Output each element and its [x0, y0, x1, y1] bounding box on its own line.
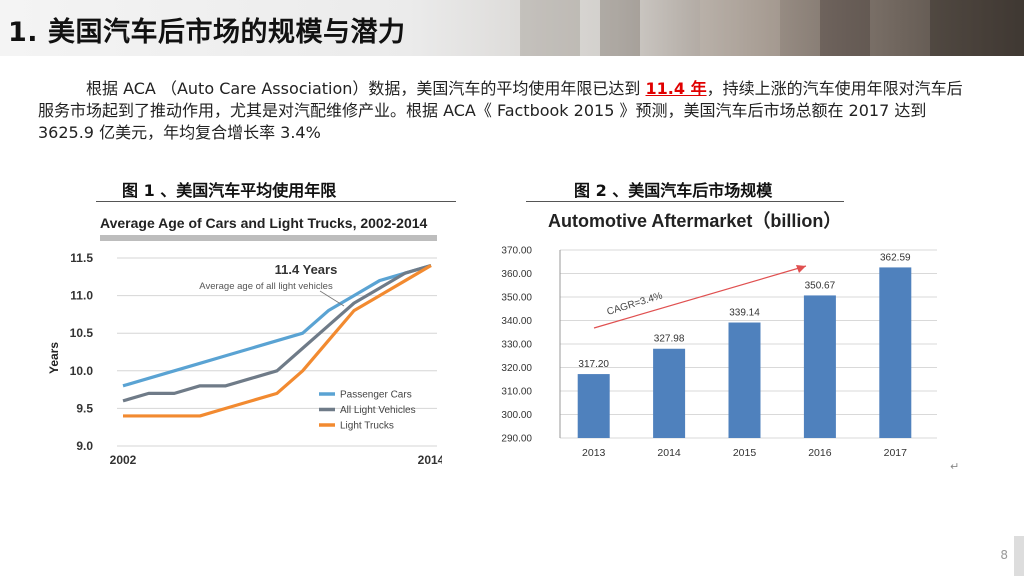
chart2-bar	[879, 267, 912, 438]
chart2-x-tick: 2015	[733, 447, 757, 459]
intro-paragraph: 根据 ACA （Auto Care Association）数据，美国汽车的平均…	[38, 78, 968, 144]
chart1-series-line	[122, 263, 432, 403]
figure-2-title: 图 2 、美国汽车后市场规模	[574, 181, 773, 200]
chart1-legend-label: All Light Vehicles	[340, 405, 416, 416]
chart1-y-tick: 11.0	[70, 289, 93, 303]
banner-decor	[600, 0, 640, 56]
chart2-y-tick: 340.00	[501, 316, 532, 327]
banner-decor	[930, 0, 1024, 56]
figure-1-rule	[96, 201, 456, 202]
chart2-bar	[577, 374, 610, 438]
paragraph-part2: ，持续上涨的汽车使用年限对汽车后服务市场起到了推动作用，尤其是对汽配维修产业。根…	[38, 79, 963, 142]
chart2-y-tick: 300.00	[501, 410, 532, 421]
chart2-bar	[803, 295, 836, 438]
chart1-series-line	[123, 264, 432, 418]
chart2-data-label: 350.67	[805, 280, 836, 291]
chart2-data-label: 339.14	[729, 308, 760, 319]
chart1-y-tick: 10.5	[70, 326, 94, 340]
paragraph-part1: 根据 ACA （Auto Care Association）数据，美国汽车的平均…	[86, 79, 646, 98]
chart1-y-tick: 10.0	[70, 364, 94, 378]
banner-decor	[700, 0, 780, 56]
chart1-legend-label: Passenger Cars	[340, 390, 412, 401]
cagr-arrow	[593, 265, 807, 329]
chart2-y-tick: 360.00	[501, 269, 532, 280]
chart1-x-tick: 2002	[110, 453, 137, 467]
annotation-leader-line	[319, 290, 345, 307]
return-mark: ↵	[950, 460, 960, 473]
chart1-series-line	[122, 263, 432, 388]
cagr-arrowhead	[796, 265, 806, 273]
header-banner: 1. 美国汽车后市场的规模与潜力	[0, 0, 1024, 56]
chart1-legend-label: Light Trucks	[340, 421, 394, 432]
chart1-title: Average Age of Cars and Light Trucks, 20…	[100, 215, 428, 231]
chart2-data-label: 362.59	[880, 252, 911, 263]
chart1-x-tick: 2014	[418, 453, 442, 467]
chart2-y-tick: 320.00	[501, 363, 532, 374]
chart1-annotation-title: 11.4 Years	[275, 262, 338, 277]
banner-decor	[520, 0, 580, 56]
page-title: 1. 美国汽车后市场的规模与潜力	[8, 17, 406, 48]
chart2-y-tick: 330.00	[501, 340, 532, 351]
corner-decor	[1014, 536, 1024, 576]
chart2-y-tick: 310.00	[501, 387, 532, 398]
banner-decor	[820, 0, 870, 56]
chart2-x-tick: 2013	[582, 447, 606, 459]
figure-2-rule	[526, 201, 844, 202]
average-age-line-chart: Average Age of Cars and Light Trucks, 20…	[47, 215, 442, 467]
cagr-annotation: CAGR=3.4%	[606, 290, 664, 317]
chart2-bar	[653, 348, 686, 438]
chart1-y-tick: 11.5	[70, 251, 93, 265]
chart2-x-tick: 2017	[884, 447, 908, 459]
chart1-annotation-subtitle: Average age of all light vehicles	[199, 281, 333, 292]
chart1-title-underline	[100, 235, 437, 241]
chart1-y-tick: 9.0	[76, 439, 93, 453]
chart2-title: Automotive Aftermarket（billion）	[548, 211, 841, 231]
chart2-data-label: 317.20	[578, 359, 609, 370]
chart1-y-axis-label: Years	[47, 342, 61, 374]
highlight-age: 11.4 年	[645, 79, 707, 98]
chart2-y-tick: 370.00	[501, 246, 532, 257]
chart2-bar	[728, 322, 761, 438]
page-number: 8	[1000, 548, 1008, 562]
chart2-x-tick: 2014	[657, 447, 681, 459]
chart2-x-tick: 2016	[808, 447, 832, 459]
chart1-y-tick: 9.5	[76, 401, 93, 415]
chart2-y-tick: 350.00	[501, 293, 532, 304]
figure-1-title: 图 1 、美国汽车平均使用年限	[122, 181, 337, 200]
chart2-data-label: 327.98	[654, 334, 685, 345]
chart2-y-tick: 290.00	[501, 434, 532, 445]
aftermarket-bar-chart: Automotive Aftermarket（billion） 317.20 32…	[501, 211, 937, 459]
